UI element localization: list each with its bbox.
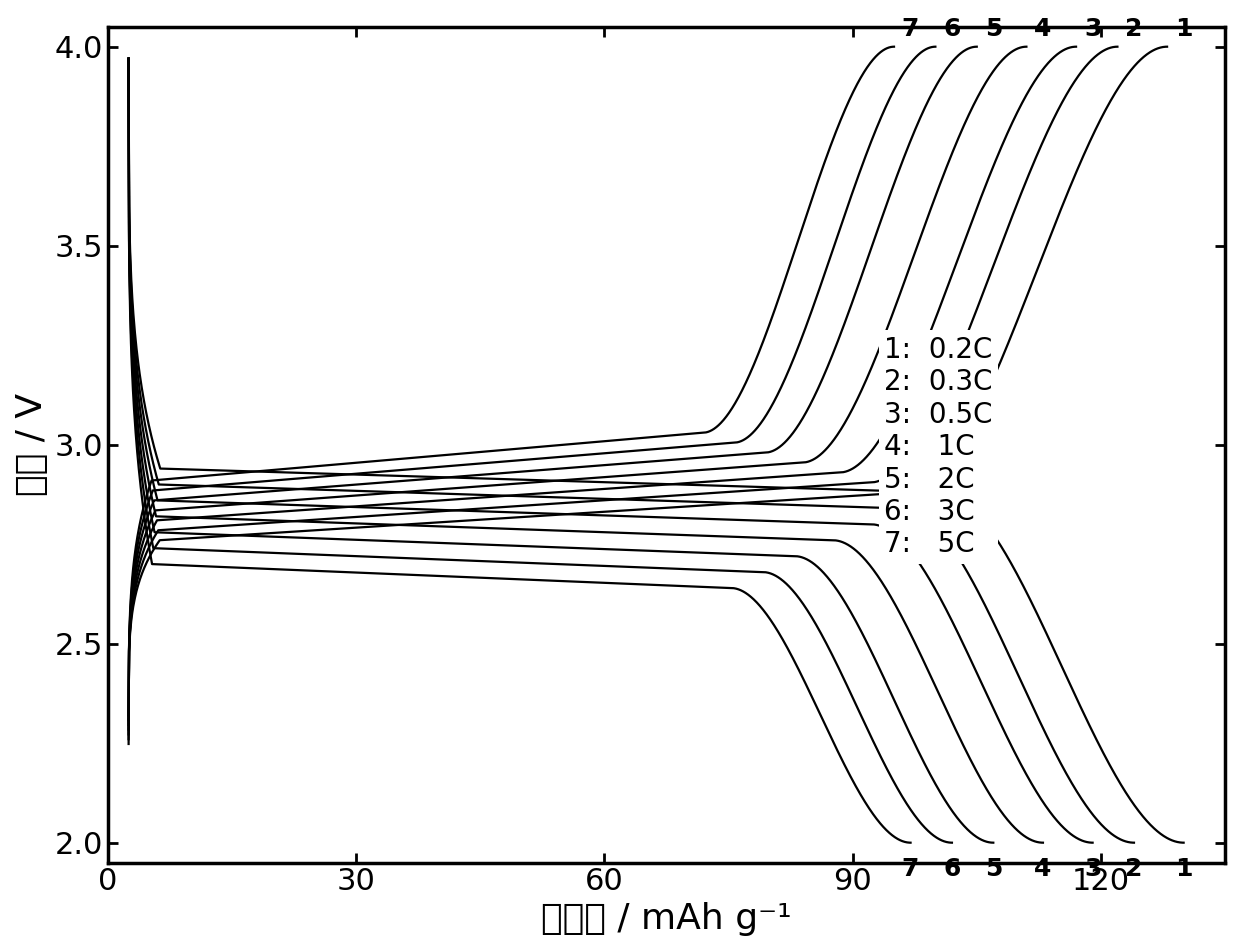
Text: 6: 6 (944, 857, 961, 881)
Text: 3: 3 (1084, 17, 1101, 41)
Text: 5: 5 (985, 17, 1002, 41)
Y-axis label: 电压 / V: 电压 / V (15, 393, 50, 496)
Text: 1: 1 (1174, 857, 1193, 881)
Text: 6: 6 (944, 17, 961, 41)
Text: 2: 2 (1125, 857, 1143, 881)
Text: 2: 2 (1125, 17, 1143, 41)
Text: 4: 4 (1034, 857, 1052, 881)
X-axis label: 比容量 / mAh g⁻¹: 比容量 / mAh g⁻¹ (541, 902, 792, 936)
Text: 4: 4 (1034, 17, 1052, 41)
Text: 1: 1 (1174, 17, 1193, 41)
Text: 3: 3 (1084, 857, 1101, 881)
Text: 7: 7 (901, 857, 919, 881)
Text: 7: 7 (901, 17, 919, 41)
Text: 1:  0.2C
2:  0.3C
3:  0.5C
4:   1C
5:   2C
6:   3C
7:   5C: 1: 0.2C 2: 0.3C 3: 0.5C 4: 1C 5: 2C 6: 3… (884, 336, 993, 558)
Text: 5: 5 (985, 857, 1002, 881)
